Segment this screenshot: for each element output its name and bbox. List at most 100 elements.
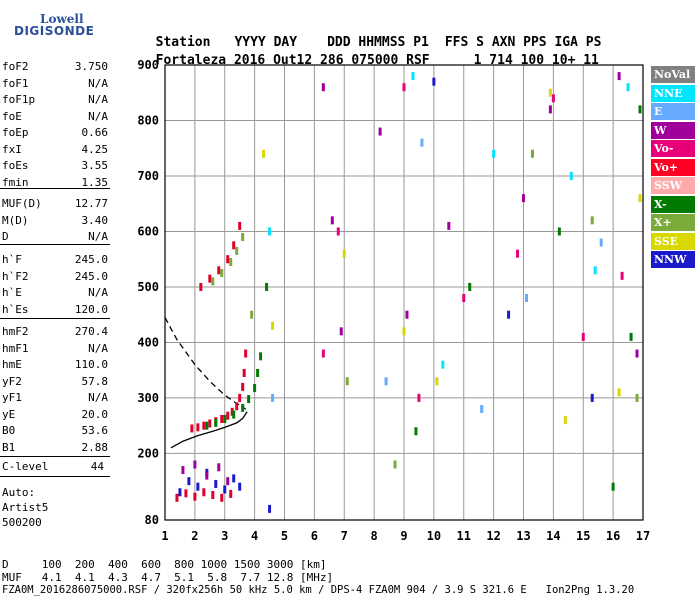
header-label: PS bbox=[585, 35, 602, 50]
echo-point bbox=[223, 415, 227, 424]
echo-point bbox=[232, 410, 236, 419]
echo-point bbox=[548, 105, 552, 114]
divider bbox=[0, 244, 110, 245]
param-label: foEp bbox=[2, 126, 29, 139]
echo-point bbox=[414, 427, 418, 436]
echo-point bbox=[268, 227, 272, 236]
param-label: D bbox=[2, 230, 9, 243]
param-value: 3.750 bbox=[74, 60, 108, 73]
echo-point bbox=[181, 466, 185, 475]
x-tick-label: 4 bbox=[251, 529, 258, 543]
echo-point bbox=[220, 415, 224, 424]
clevel-value: 44 bbox=[90, 460, 104, 473]
param-row: foEs 3.55 bbox=[2, 159, 108, 173]
y-tick-label: 700 bbox=[137, 169, 159, 183]
param-label: h`Es bbox=[2, 302, 29, 316]
footer-muf: MUF 4.1 4.1 4.3 4.7 5.1 5.8 7.7 12.8 [MH… bbox=[2, 571, 334, 584]
echo-point bbox=[211, 491, 215, 500]
param-row: fxI 4.25 bbox=[2, 143, 108, 157]
echo-point bbox=[336, 227, 340, 236]
header-label: DAY bbox=[273, 35, 298, 50]
y-tick-label: 300 bbox=[137, 391, 159, 405]
legend-item: SSW bbox=[651, 177, 695, 194]
axn-value: 714 bbox=[489, 53, 513, 68]
ps-value: 11 bbox=[583, 53, 599, 68]
echo-point bbox=[223, 485, 227, 494]
header-label: S bbox=[476, 35, 484, 50]
param-row: foE N/A bbox=[2, 110, 108, 124]
echo-point bbox=[241, 233, 245, 242]
param-value: 1.35 bbox=[81, 175, 109, 189]
logo-lowell-text: Lowell bbox=[40, 12, 84, 26]
param-label: h`F2 bbox=[2, 269, 29, 283]
echo-point bbox=[468, 282, 472, 291]
echo-point bbox=[378, 127, 382, 136]
legend-item: SSE bbox=[651, 232, 695, 250]
param-row: h`F 245.0 bbox=[2, 253, 108, 267]
param-label: MUF(D) bbox=[2, 197, 42, 210]
auto-info: Auto: Artist5 500200 bbox=[2, 485, 48, 530]
echo-point bbox=[620, 271, 624, 280]
param-label: h`E bbox=[2, 286, 22, 299]
divider bbox=[0, 456, 110, 457]
header-label: FFS bbox=[444, 35, 469, 50]
echo-point bbox=[522, 194, 525, 203]
param-label: M(D) bbox=[2, 213, 29, 227]
echo-point bbox=[202, 488, 206, 497]
param-label: yF2 bbox=[2, 374, 22, 388]
echo-point bbox=[638, 194, 642, 203]
param-value: 110.0 bbox=[74, 358, 108, 371]
param-label: h`F bbox=[2, 253, 22, 266]
divider bbox=[0, 476, 110, 477]
param-value: 2.88 bbox=[81, 440, 109, 454]
echo-point bbox=[271, 393, 275, 402]
echo-point bbox=[384, 377, 388, 386]
echo-point bbox=[321, 349, 325, 358]
param-row: h`E N/A bbox=[2, 286, 108, 300]
param-row: foF1p N/A bbox=[2, 93, 108, 107]
param-label: foF1p bbox=[2, 93, 36, 106]
echo-point bbox=[178, 488, 182, 497]
legend-item: NNW bbox=[651, 251, 695, 268]
param-label: foE bbox=[2, 109, 22, 123]
echo-point bbox=[232, 474, 236, 483]
echo-point bbox=[226, 255, 230, 264]
echo-point bbox=[211, 277, 215, 286]
param-label: B1 bbox=[2, 440, 16, 454]
param-row: yF1 N/A bbox=[2, 391, 108, 405]
param-row: hmE 110.0 bbox=[2, 358, 108, 372]
iga-value: 10+ bbox=[551, 53, 576, 68]
echo-point bbox=[345, 377, 349, 386]
param-label: foF1 bbox=[2, 76, 29, 90]
ddd-value: 286 bbox=[320, 53, 344, 68]
footer-file-info: FZA0M_2016286075000.RSF / 320fx256h 50 k… bbox=[2, 584, 635, 596]
param-row: B0 53.6 bbox=[2, 424, 108, 438]
echo-point bbox=[241, 403, 245, 412]
echo-point bbox=[214, 418, 218, 427]
logo-digisonde-text: DIGISONDE bbox=[14, 24, 95, 38]
header-label: IGA bbox=[554, 35, 578, 50]
time-value: 075000 bbox=[351, 53, 399, 68]
echo-point bbox=[238, 482, 242, 491]
param-row: yF2 57.8 bbox=[2, 375, 108, 389]
echo-point bbox=[447, 221, 451, 230]
echo-point bbox=[507, 310, 511, 319]
echo-point bbox=[411, 72, 415, 81]
header-label: AXN bbox=[491, 35, 516, 50]
echo-point bbox=[557, 227, 561, 236]
auto-label: Auto: bbox=[2, 486, 36, 499]
echo-point bbox=[417, 393, 421, 402]
param-value: 4.25 bbox=[81, 142, 109, 156]
legend-item: Vo+ bbox=[651, 158, 695, 176]
echo-point bbox=[217, 266, 221, 275]
param-label: yE bbox=[2, 407, 16, 421]
param-label: foF2 bbox=[2, 60, 29, 73]
x-tick-label: 5 bbox=[281, 529, 288, 543]
header-label: DDD bbox=[327, 35, 351, 50]
year-value: 2016 bbox=[233, 53, 266, 68]
clevel-label: C-level bbox=[2, 460, 49, 473]
echo-point bbox=[220, 269, 224, 278]
echo-point bbox=[635, 349, 639, 358]
param-label: hmF2 bbox=[2, 325, 29, 338]
echo-point bbox=[339, 327, 343, 336]
